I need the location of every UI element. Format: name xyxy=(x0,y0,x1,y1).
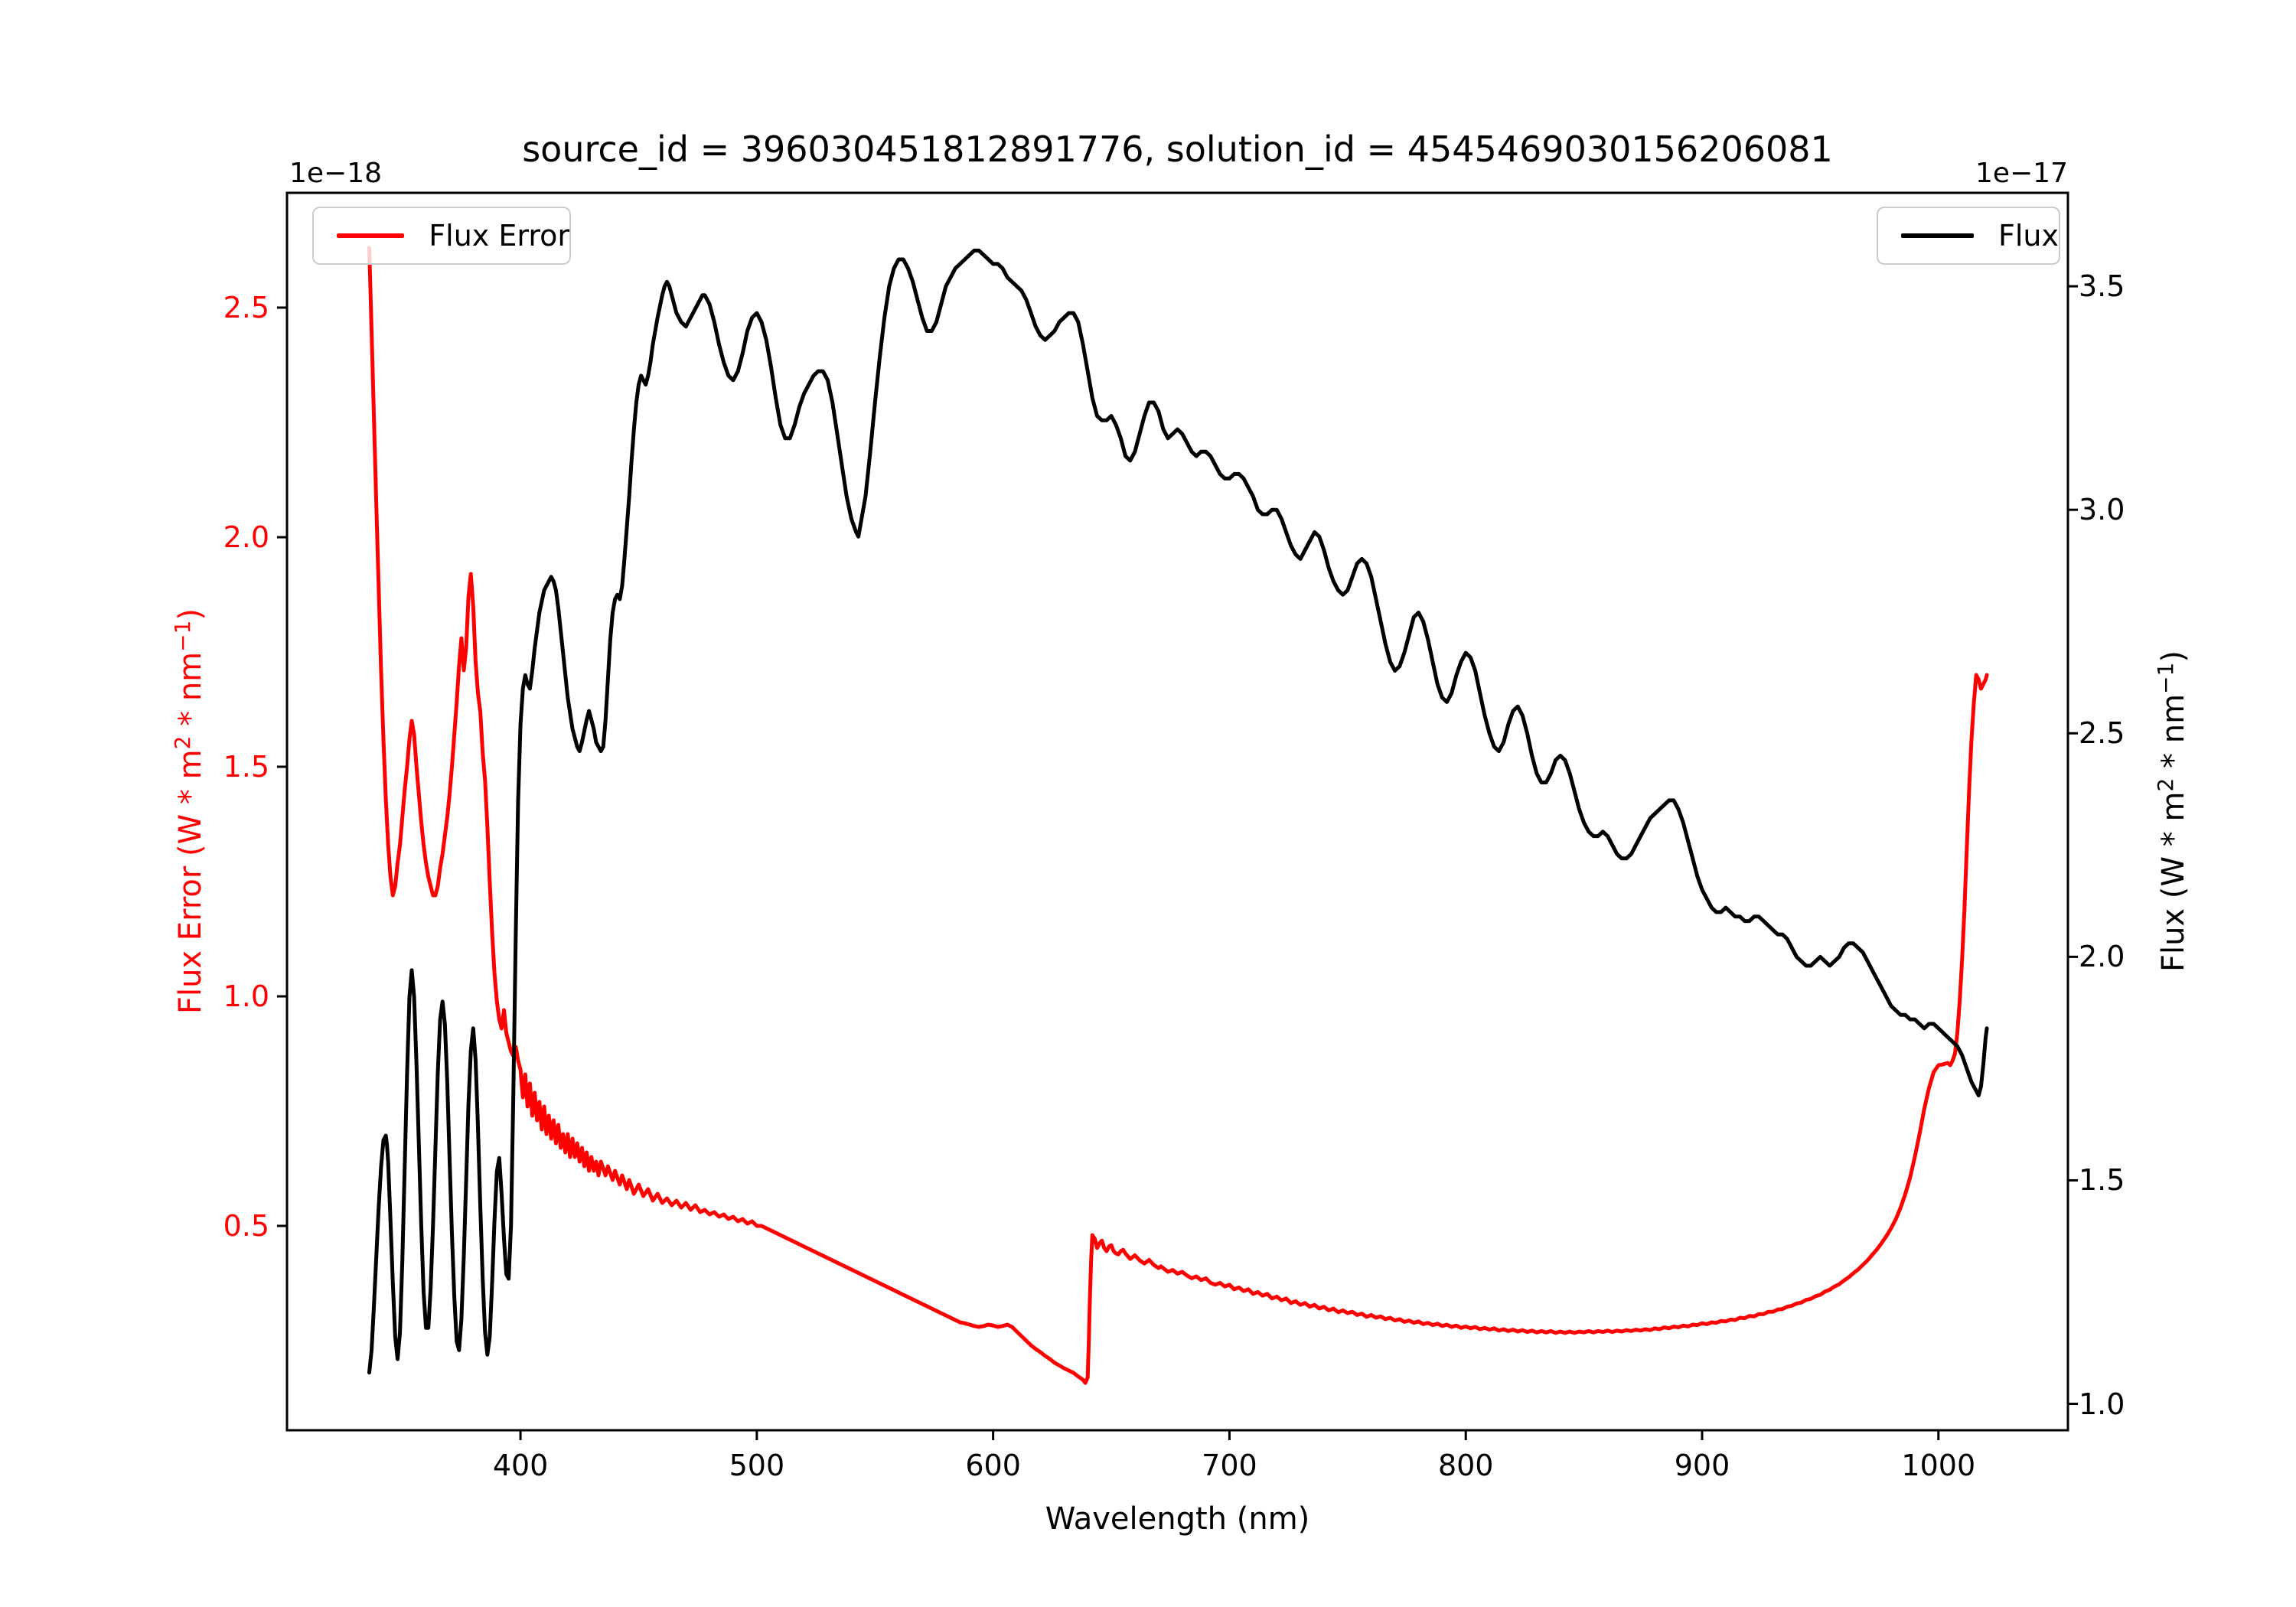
left-y-axis-label-sup: −1 xyxy=(169,620,195,652)
right-y-axis-label-text: ) xyxy=(2156,650,2192,663)
left-y-tick-label: 0.5 xyxy=(223,1209,269,1243)
legend-flux-error: Flux Error xyxy=(312,207,571,265)
legend-flux: Flux xyxy=(1877,207,2060,265)
left-y-axis-label-sup: 2 xyxy=(169,735,195,750)
left-y-tick-label: 2.0 xyxy=(223,520,269,554)
x-tick-label: 600 xyxy=(965,1449,1021,1482)
x-tick-label: 500 xyxy=(729,1449,785,1482)
right-y-tick-label: 1.5 xyxy=(2079,1163,2125,1198)
flux-curve xyxy=(367,248,1989,1375)
flux-legend-line-icon xyxy=(1901,233,1974,238)
right-y-tick-label: 2.0 xyxy=(2079,940,2125,974)
left-y-axis-label: Flux Error (W * m2 * nm−1) xyxy=(170,608,208,1014)
right-y-axis-label-sup: 2 xyxy=(2152,777,2178,792)
x-tick-label: 900 xyxy=(1674,1449,1730,1482)
flux-legend-label: Flux xyxy=(1998,219,2059,253)
flux-error-legend-line-icon xyxy=(337,233,405,238)
left-y-axis-label-text: ) xyxy=(173,608,209,621)
right-y-axis-label-text: Flux (W * m xyxy=(2156,791,2192,972)
right-y-axis-label-sup: −1 xyxy=(2152,662,2178,694)
right-y-tick-label: 3.0 xyxy=(2079,493,2125,527)
x-tick-label: 800 xyxy=(1437,1449,1494,1482)
left-y-tick-label: 2.5 xyxy=(223,291,269,324)
left-y-tick-label: 1.0 xyxy=(223,980,269,1013)
left-y-axis-label-text: * nm xyxy=(173,651,209,736)
right-axis-offset-text: 1e−17 xyxy=(1975,158,2068,189)
x-axis-label: Wavelength (nm) xyxy=(1045,1501,1310,1537)
flux-error-curve xyxy=(367,246,1989,1385)
x-tick-label: 1000 xyxy=(1901,1449,1976,1482)
x-tick-label: 700 xyxy=(1202,1449,1257,1482)
x-tick-label: 400 xyxy=(492,1449,549,1482)
plot-title: source_id = 396030451812891776, solution… xyxy=(522,129,1833,170)
flux-error-legend-label: Flux Error xyxy=(429,219,569,253)
right-y-tick-label: 1.0 xyxy=(2079,1387,2125,1421)
left-y-tick-label: 1.5 xyxy=(223,750,269,784)
right-y-axis-label-text: * nm xyxy=(2156,693,2192,778)
right-y-tick-label: 2.5 xyxy=(2079,716,2125,751)
right-y-tick-label: 3.5 xyxy=(2079,269,2125,304)
right-y-axis-label: Flux (W * m2 * nm−1) xyxy=(2153,650,2191,972)
left-y-axis-label-text: Flux Error (W * m xyxy=(173,749,209,1015)
axes-spines xyxy=(285,191,2069,1432)
left-axis-offset-text: 1e−18 xyxy=(289,158,383,189)
